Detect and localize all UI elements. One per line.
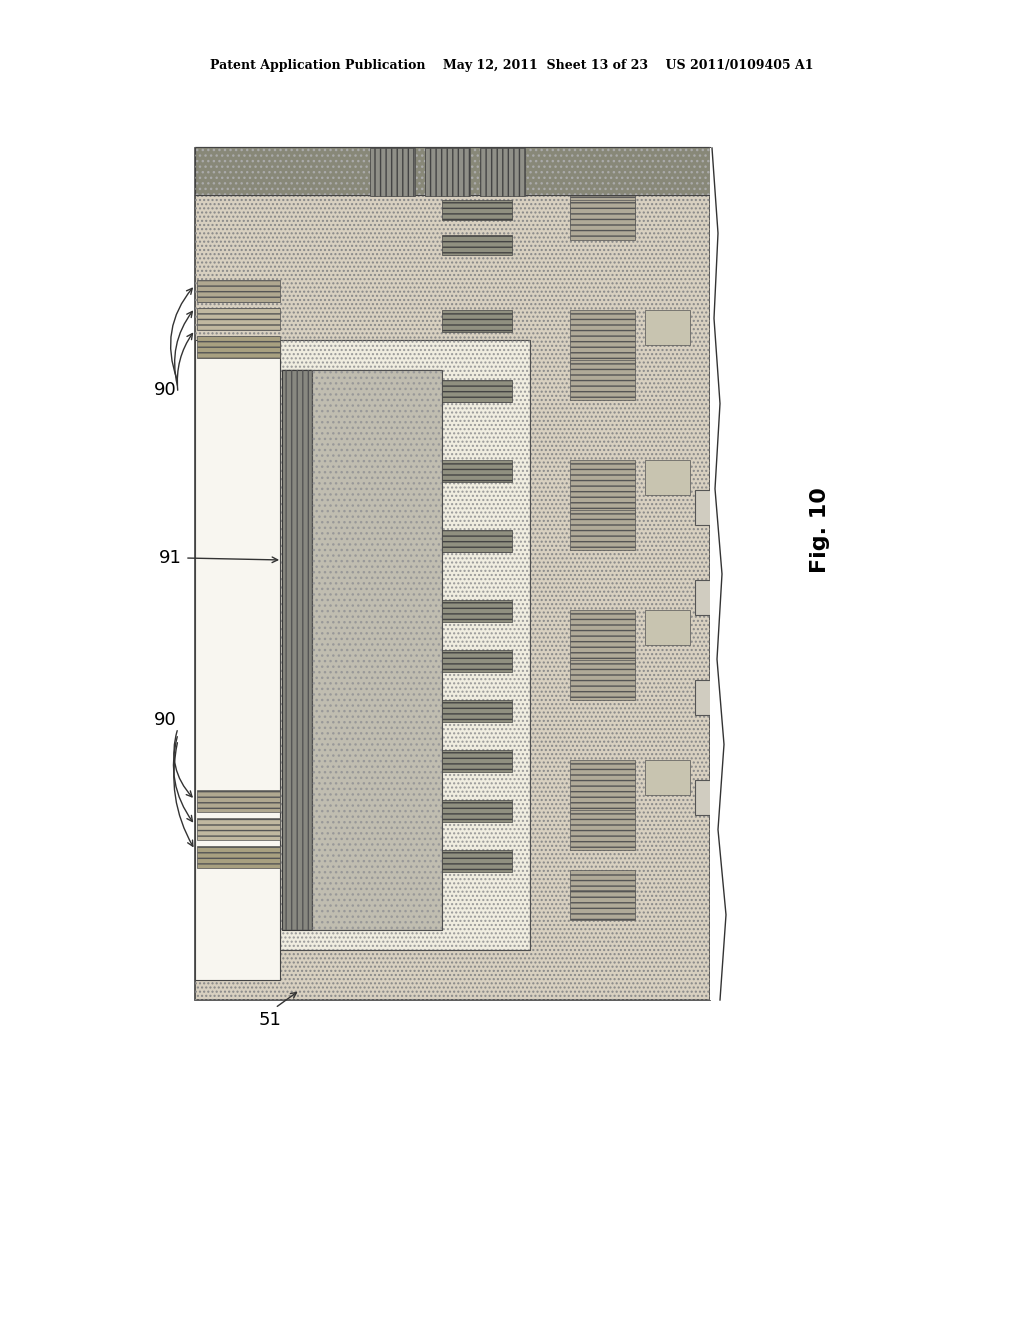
Bar	[570, 610, 635, 665]
Text: 91: 91	[159, 549, 181, 568]
Bar	[197, 789, 280, 812]
Bar	[570, 660, 635, 700]
Bar	[282, 370, 312, 931]
Bar	[280, 341, 530, 950]
Bar	[442, 531, 512, 552]
Bar	[442, 700, 512, 722]
Text: Fig. 10: Fig. 10	[810, 487, 830, 573]
Bar	[195, 148, 710, 1001]
Bar	[442, 235, 512, 255]
Bar	[442, 850, 512, 873]
Bar	[425, 148, 470, 195]
Bar	[370, 148, 415, 195]
Bar	[312, 370, 442, 931]
Bar	[570, 510, 635, 550]
Bar	[645, 610, 690, 645]
Bar	[197, 818, 280, 840]
Bar	[442, 601, 512, 622]
Bar	[570, 360, 635, 400]
Bar	[480, 148, 525, 195]
Bar	[442, 750, 512, 772]
Bar	[197, 337, 280, 358]
Text: 90: 90	[154, 381, 176, 399]
Text: 90: 90	[154, 711, 176, 729]
Bar	[570, 890, 635, 920]
Bar	[195, 341, 280, 979]
Text: 51: 51	[259, 1011, 282, 1030]
Bar	[197, 308, 280, 330]
Bar	[570, 810, 635, 850]
Bar	[570, 459, 635, 515]
Bar	[442, 380, 512, 403]
Bar	[282, 370, 312, 931]
Bar	[442, 649, 512, 672]
Bar	[710, 148, 1024, 1001]
Text: Patent Application Publication    May 12, 2011  Sheet 13 of 23    US 2011/010940: Patent Application Publication May 12, 2…	[210, 58, 814, 71]
Bar	[695, 490, 720, 525]
Bar	[312, 370, 442, 931]
Bar	[442, 310, 512, 333]
Bar	[442, 201, 512, 220]
Bar	[645, 158, 690, 193]
Bar	[280, 341, 530, 950]
Bar	[197, 280, 280, 302]
Bar	[442, 459, 512, 482]
Bar	[645, 760, 690, 795]
Bar	[570, 170, 635, 224]
Bar	[195, 147, 710, 195]
Bar	[695, 579, 720, 615]
Bar	[695, 780, 720, 814]
Bar	[645, 459, 690, 495]
Bar	[195, 148, 710, 1001]
Bar	[195, 147, 710, 195]
Bar	[570, 201, 635, 240]
Bar	[570, 310, 635, 366]
Bar	[695, 680, 720, 715]
Bar	[197, 846, 280, 869]
Bar	[645, 310, 690, 345]
Bar	[442, 800, 512, 822]
Bar	[570, 760, 635, 814]
Bar	[570, 870, 635, 900]
